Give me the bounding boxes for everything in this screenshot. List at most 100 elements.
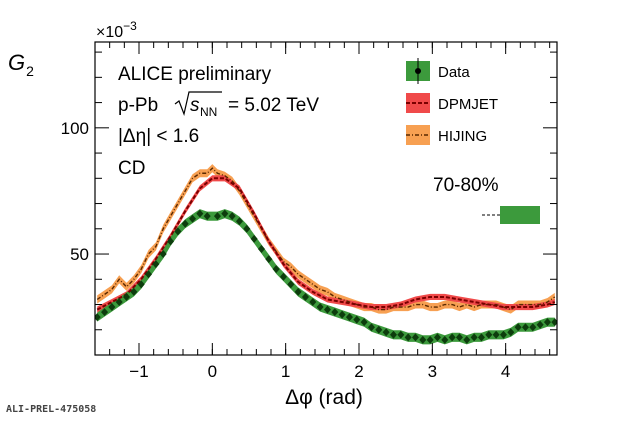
data-point: [221, 209, 229, 218]
energy-annotation: p-Pb s NN = 5.02 TeV: [118, 91, 319, 119]
data-point: [181, 219, 189, 228]
data-point: [338, 310, 346, 319]
data-point: [257, 244, 265, 253]
centrality-box: [500, 206, 540, 224]
data-point: [397, 330, 405, 339]
data-point: [404, 333, 412, 342]
series-lines: [96, 167, 556, 311]
data-point: [529, 323, 537, 332]
legend-label-data: Data: [438, 64, 470, 81]
y-exponent-label: ×10−3: [96, 19, 137, 41]
data-point: [287, 280, 295, 289]
axis-ticks: −1 0 1 2 3 4 50 100: [61, 42, 557, 381]
x-tick-label: 2: [354, 362, 363, 381]
data-point: [543, 318, 551, 327]
data-point: [130, 287, 138, 296]
data-point: [507, 328, 515, 337]
data-point: [123, 292, 131, 301]
data-point: [108, 303, 116, 312]
data-point: [455, 333, 463, 342]
data-point: [159, 250, 167, 259]
svg-text:s: s: [190, 95, 200, 116]
data-point: [499, 330, 507, 339]
y-tick-label: 100: [61, 119, 89, 138]
centrality-label: 70-80%: [433, 175, 499, 196]
data-point: [228, 212, 236, 221]
legend-item-dpmjet: DPMJET: [406, 93, 498, 113]
hijing-line: [96, 167, 556, 311]
data-point: [382, 328, 390, 337]
x-axis-title: Δφ (rad): [285, 386, 363, 409]
data-markers: [95, 209, 557, 344]
x-tick-label: 1: [281, 362, 290, 381]
data-point: [95, 313, 101, 322]
data-point: [323, 305, 331, 314]
data-point: [265, 255, 273, 264]
data-point: [411, 333, 419, 342]
x-tick-label: 4: [501, 362, 510, 381]
legend-label-dpmjet: DPMJET: [438, 96, 498, 113]
data-point: [551, 318, 557, 327]
data-point: [492, 330, 500, 339]
x-tick-label: 3: [428, 362, 437, 381]
data-point: [485, 330, 493, 339]
data-point: [331, 308, 339, 317]
data-point: [189, 214, 197, 223]
y-axis-title: G2: [8, 50, 34, 79]
data-point: [375, 325, 383, 334]
eta-cut-label: |Δη| < 1.6: [118, 126, 199, 147]
legend-item-hijing: HIJING: [406, 125, 487, 145]
plot-frame: [94, 41, 558, 356]
data-point: [301, 292, 309, 301]
legend-item-data: Data: [406, 58, 470, 84]
data-point: [196, 209, 204, 218]
experiment-label: ALICE preliminary: [118, 64, 272, 85]
data-point: [294, 287, 302, 296]
data-point: [101, 308, 109, 317]
data-point: [521, 323, 529, 332]
data-point: [115, 297, 123, 306]
data-point: [272, 265, 280, 274]
data-point: [463, 335, 471, 344]
data-syst-band: [97, 209, 555, 345]
data-point: [367, 323, 375, 332]
reference-id: ALI-PREL-475058: [6, 404, 97, 415]
svg-text:NN: NN: [200, 105, 217, 119]
data-point: [441, 335, 449, 344]
data-point: [470, 333, 478, 342]
y-tick-label: 50: [70, 245, 89, 264]
data-point: [360, 318, 368, 327]
data-point: [345, 313, 353, 322]
data-point: [167, 237, 175, 246]
data-point: [235, 217, 243, 226]
data-point: [448, 333, 456, 342]
data-point: [243, 224, 251, 233]
data-point: [213, 212, 221, 221]
data-point: [309, 297, 317, 306]
legend: Data DPMJET HIJING: [406, 58, 498, 145]
data-point: [250, 234, 258, 243]
legend-label-hijing: HIJING: [438, 128, 487, 145]
x-tick-label: −1: [129, 362, 148, 381]
svg-text:p-Pb: p-Pb: [118, 95, 158, 116]
sqrt-symbol: [174, 91, 222, 117]
data-point: [316, 303, 324, 312]
data-point: [137, 280, 145, 289]
data-point: [174, 227, 182, 236]
svg-text:= 5.02 TeV: = 5.02 TeV: [228, 95, 319, 116]
data-point: [203, 212, 211, 221]
data-point: [279, 272, 287, 281]
data-point: [433, 333, 441, 342]
data-point: [536, 320, 544, 329]
data-point: [477, 333, 485, 342]
data-point: [389, 330, 397, 339]
x-tick-label: 0: [208, 362, 217, 381]
data-point: [514, 323, 522, 332]
data-point: [145, 270, 153, 279]
data-point: [419, 335, 427, 344]
dpmjet-line: [96, 177, 556, 311]
data-point: [152, 260, 160, 269]
cd-label: CD: [118, 158, 145, 179]
data-point: [353, 315, 361, 324]
